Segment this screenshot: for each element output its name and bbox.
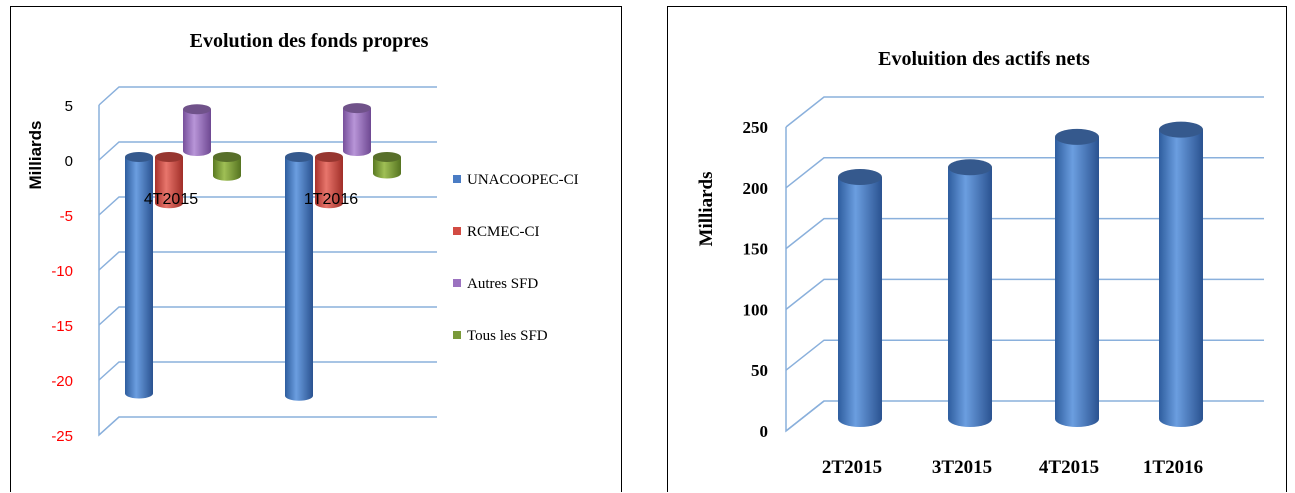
bar-top: [285, 152, 313, 162]
y-tick-label: 100: [743, 300, 769, 319]
legend: UNACOOPEC-CI RCMEC-CI Autres SFD Tous les S…: [453, 172, 579, 344]
bar: [1055, 128, 1099, 427]
bar: [343, 103, 371, 156]
bar: [285, 152, 313, 401]
chart-panel-actifs-nets: Evoluition des actifs nets Milliards 250…: [667, 6, 1287, 492]
chart-actifs-nets: Evoluition des actifs nets Milliards 250…: [696, 48, 1264, 478]
category-label: 4T2015: [144, 191, 198, 208]
y-tick-label: 200: [743, 179, 769, 198]
y-tick-label: -5: [60, 208, 73, 225]
bar-body: [213, 157, 241, 181]
gridline: [785, 157, 1264, 189]
bar-top: [183, 104, 211, 115]
bar: [1159, 121, 1203, 427]
category-labels: 2T2015 3T2015 4T2015 1T2016: [822, 457, 1203, 478]
category-label: 4T2015: [1039, 457, 1099, 478]
y-tick-label: 50: [751, 361, 768, 380]
bar-top: [373, 152, 401, 162]
bar-body: [285, 157, 313, 401]
bar-body: [1055, 136, 1099, 427]
bar: [125, 152, 153, 399]
y-tick-label: 250: [743, 118, 769, 137]
legend-label: Tous les SFD: [467, 328, 548, 344]
y-tick-label: -15: [51, 318, 73, 335]
axis-wall: [98, 105, 120, 437]
category-labels: 4T2015 1T2016: [144, 191, 358, 208]
legend-swatch: [453, 227, 461, 235]
gridline: [98, 251, 437, 271]
category-label: 3T2015: [932, 457, 992, 478]
gridline: [98, 416, 437, 436]
gridline: [785, 96, 1264, 128]
chart-title: Evolution des fonds propres: [190, 30, 429, 52]
gridlines: [785, 96, 1264, 433]
legend-item: Tous les SFD: [453, 328, 548, 344]
y-tick-label: -25: [51, 428, 73, 445]
y-tick-label: 150: [743, 240, 769, 259]
bar-top: [838, 169, 882, 186]
bar: [315, 152, 343, 209]
y-tick-labels: 250 200 150 100 50 0: [743, 118, 769, 441]
bar: [948, 159, 992, 427]
y-axis-label: Milliards: [26, 121, 45, 190]
bar-top: [1055, 128, 1099, 145]
gridline: [785, 400, 1264, 432]
bar-top: [948, 159, 992, 176]
gridline: [785, 217, 1264, 250]
y-tick-label: -20: [51, 373, 73, 390]
bar: [838, 169, 882, 427]
bar: [213, 152, 241, 181]
legend-swatch: [453, 331, 461, 339]
gridlines: [98, 86, 437, 437]
bar: [155, 152, 183, 209]
legend-label: RCMEC-CI: [467, 224, 540, 240]
bar-body: [155, 157, 183, 209]
legend-label: Autres SFD: [467, 276, 538, 292]
bar-body: [125, 157, 153, 399]
y-tick-labels: 5 0 -5 -10 -15 -20 -25: [51, 98, 73, 445]
legend-item: UNACOOPEC-CI: [453, 172, 579, 188]
chart-panel-fonds-propres: Evolution des fonds propres Milliards 5 0…: [10, 6, 622, 492]
gridline: [785, 339, 1264, 371]
category-label: 1T2016: [1143, 457, 1203, 478]
y-axis-label: Milliards: [696, 172, 717, 247]
bar-top: [155, 152, 183, 162]
y-tick-label: -10: [51, 263, 73, 280]
bar-top: [315, 152, 343, 162]
bars: [838, 121, 1203, 427]
bar-body: [948, 167, 992, 427]
chart-fonds-propres: Evolution des fonds propres Milliards 5 0…: [26, 30, 579, 445]
gridline: [785, 278, 1264, 310]
bar-body: [838, 177, 882, 427]
y-tick-label: 0: [65, 153, 73, 170]
gridline: [98, 361, 437, 381]
legend-swatch: [453, 175, 461, 183]
bar-top: [125, 152, 153, 162]
category-label: 1T2016: [304, 191, 358, 208]
category-label: 2T2015: [822, 457, 882, 478]
bar: [183, 104, 211, 156]
gridline: [98, 141, 437, 161]
bar-body: [183, 109, 211, 156]
bar: [373, 152, 401, 179]
chart-title: Evoluition des actifs nets: [878, 48, 1090, 70]
bar-body: [373, 157, 401, 179]
legend-item: Autres SFD: [453, 276, 538, 292]
y-tick-label: 0: [760, 422, 769, 441]
bar-top: [1159, 121, 1203, 138]
y-tick-label: 5: [65, 98, 73, 115]
legend-label: UNACOOPEC-CI: [467, 172, 579, 188]
bar-top: [213, 152, 241, 162]
legend-item: RCMEC-CI: [453, 224, 540, 240]
gridline: [98, 306, 437, 326]
gridline: [98, 86, 437, 106]
bar-body: [343, 108, 371, 156]
bar-body: [1159, 129, 1203, 427]
bar-body: [315, 157, 343, 209]
bars: [125, 103, 401, 401]
legend-swatch: [453, 279, 461, 287]
bar-top: [343, 103, 371, 114]
